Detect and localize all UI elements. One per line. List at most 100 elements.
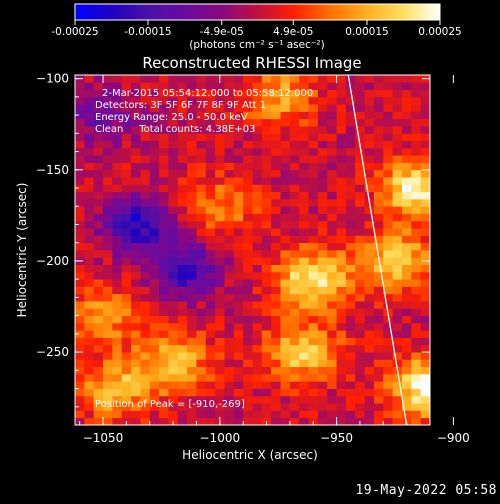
- y-tick-label: −100: [36, 72, 69, 86]
- heatmap-cell: [327, 206, 337, 214]
- heatmap-cell: [243, 191, 253, 200]
- heatmap-cell: [140, 395, 151, 404]
- heatmap-cell: [420, 220, 430, 229]
- heatmap-cell: [93, 96, 104, 105]
- heatmap-cell: [299, 337, 309, 346]
- heatmap-cell: [159, 169, 169, 178]
- annotations: 2-Mar-2015 05:54:12.000 to 05:58:12.000 …: [95, 88, 313, 410]
- heatmap-cell: [112, 111, 123, 120]
- heatmap-cell: [196, 213, 207, 222]
- heatmap-cell: [355, 395, 366, 404]
- heatmap-cell: [261, 82, 272, 90]
- heatmap-cell: [187, 191, 197, 200]
- heatmap-cell: [261, 359, 272, 368]
- heatmap-cell: [84, 359, 95, 368]
- heatmap-cell: [84, 213, 95, 222]
- heatmap-cell: [336, 220, 347, 229]
- heatmap-cell: [84, 242, 95, 251]
- heatmap-cell: [401, 96, 412, 105]
- heatmap-cell: [317, 373, 328, 382]
- heatmap-cell: [159, 191, 169, 200]
- heatmap-cell: [75, 322, 85, 331]
- heatmap-cell: [327, 359, 337, 368]
- heatmap-cell: [336, 322, 347, 331]
- heatmap-cell: [131, 104, 141, 112]
- heatmap-cell: [336, 271, 347, 280]
- heatmap-cell: [131, 315, 141, 324]
- heatmap-cell: [317, 206, 328, 214]
- heatmap-cell: [215, 293, 225, 302]
- detectors-label: Detectors: 3F 5F 6F 7F 8F 9F Att 1: [95, 100, 266, 111]
- heatmap-cell: [401, 293, 412, 302]
- heatmap-cell: [317, 147, 328, 156]
- heatmap-cell: [131, 308, 141, 317]
- heatmap-cell: [140, 111, 151, 120]
- heatmap-cell: [317, 264, 328, 273]
- heatmap-cell: [308, 322, 319, 331]
- heatmap-cell: [299, 169, 309, 178]
- heatmap-cell: [233, 111, 244, 120]
- heatmap-cell: [84, 417, 95, 425]
- heatmap-cell: [373, 359, 384, 368]
- heatmap-cell: [243, 206, 253, 214]
- heatmap-cell: [271, 286, 281, 295]
- heatmap-cell: [103, 286, 113, 295]
- heatmap-cell: [411, 242, 422, 251]
- heatmap-cell: [168, 381, 179, 389]
- heatmap-cell: [411, 147, 422, 156]
- heatmap-cell: [131, 118, 141, 127]
- heatmap-cell: [317, 155, 328, 163]
- heatmap-cell: [261, 388, 272, 397]
- heatmap-cell: [196, 169, 207, 178]
- heatmap-cell: [121, 111, 132, 120]
- heatmap-cell: [373, 155, 384, 163]
- heatmap-cell: [327, 366, 337, 375]
- heatmap-cell: [252, 301, 263, 309]
- heatmap-cell: [103, 111, 113, 120]
- heatmap-cell: [383, 220, 394, 229]
- heatmap-cell: [261, 206, 272, 214]
- heatmap-cell: [420, 381, 430, 389]
- heatmap-cell: [243, 155, 253, 163]
- heatmap-cell: [364, 366, 375, 375]
- heatmap-cell: [373, 271, 384, 280]
- heatmap-cell: [205, 308, 216, 317]
- heatmap-cell: [75, 184, 85, 193]
- heatmap-cell: [364, 410, 375, 419]
- heatmap-cell: [168, 206, 179, 214]
- heatmap-cell: [299, 388, 309, 397]
- heatmap-cell: [299, 184, 309, 193]
- heatmap-cell: [75, 352, 85, 360]
- heatmap-cell: [308, 279, 319, 287]
- heatmap-cell: [420, 213, 430, 222]
- heatmap-cell: [103, 162, 113, 171]
- heatmap-cell: [112, 279, 123, 287]
- heatmap-cell: [271, 308, 281, 317]
- heatmap-cell: [75, 381, 85, 389]
- heatmap-cell: [317, 162, 328, 171]
- heatmap-cell: [271, 82, 281, 90]
- heatmap-cell: [84, 301, 95, 309]
- heatmap-cell: [261, 213, 272, 222]
- heatmap-cell: [327, 293, 337, 302]
- heatmap-cell: [140, 388, 151, 397]
- heatmap-cell: [411, 330, 422, 338]
- heatmap-cell: [373, 235, 384, 244]
- heatmap-cell: [401, 344, 412, 353]
- heatmap-cell: [93, 359, 104, 368]
- heatmap-cell: [345, 250, 356, 258]
- heatmap-cell: [84, 352, 95, 360]
- heatmap-cell: [261, 191, 272, 200]
- heatmap-cell: [261, 301, 272, 309]
- heatmap-cell: [112, 293, 123, 302]
- heatmap-cell: [159, 220, 169, 229]
- heatmap-cell: [336, 315, 347, 324]
- heatmap-cell: [75, 366, 85, 375]
- heatmap-cell: [401, 104, 412, 112]
- heatmap-cell: [131, 147, 141, 156]
- heatmap-cell: [224, 89, 235, 98]
- heatmap-cell: [364, 133, 375, 142]
- heatmap-cell: [75, 104, 85, 112]
- heatmap-cell: [420, 111, 430, 120]
- heatmap-cell: [112, 75, 123, 83]
